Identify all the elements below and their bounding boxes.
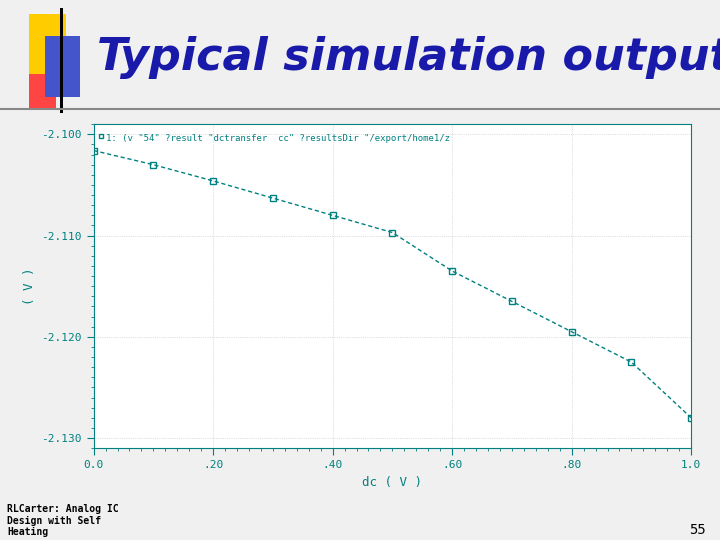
Text: 55: 55 xyxy=(689,523,706,537)
Bar xyxy=(29,73,56,109)
Bar xyxy=(60,8,63,113)
Bar xyxy=(45,36,80,97)
Text: Typical simulation output: Typical simulation output xyxy=(97,36,720,78)
Y-axis label: ( V ): ( V ) xyxy=(23,267,36,305)
X-axis label: dc ( V ): dc ( V ) xyxy=(362,476,423,489)
Bar xyxy=(29,14,66,73)
Text: RLCarter: Analog IC
Design with Self
Heating: RLCarter: Analog IC Design with Self Hea… xyxy=(7,504,119,537)
Text: 1: (v "54" ?result "dctransfer  cc" ?resultsDir "/export/home1/z: 1: (v "54" ?result "dctransfer cc" ?resu… xyxy=(106,134,449,143)
